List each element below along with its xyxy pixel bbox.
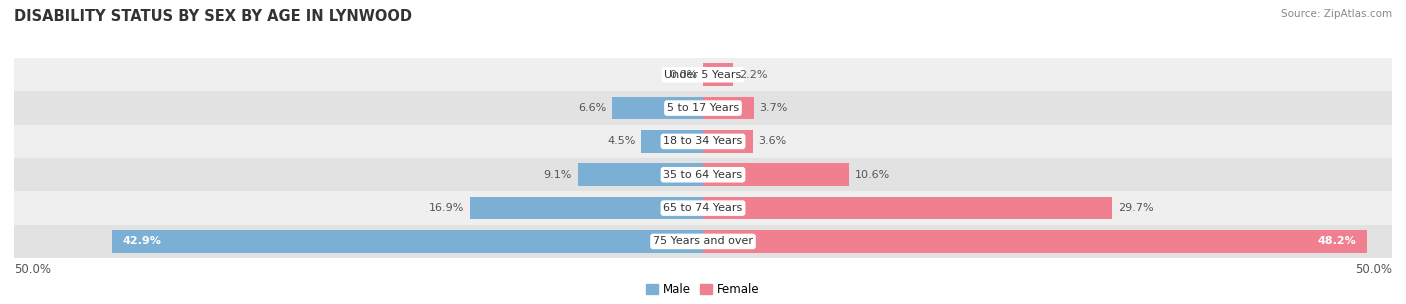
- Text: 50.0%: 50.0%: [14, 263, 51, 276]
- Text: 3.7%: 3.7%: [759, 103, 787, 113]
- Text: Source: ZipAtlas.com: Source: ZipAtlas.com: [1281, 9, 1392, 19]
- Text: 10.6%: 10.6%: [855, 170, 890, 180]
- Bar: [703, 230, 1367, 253]
- Text: 6.6%: 6.6%: [578, 103, 606, 113]
- Bar: [703, 97, 754, 119]
- Legend: Male, Female: Male, Female: [641, 278, 765, 301]
- Bar: [703, 130, 752, 153]
- Text: Under 5 Years: Under 5 Years: [665, 70, 741, 80]
- Text: 35 to 64 Years: 35 to 64 Years: [664, 170, 742, 180]
- Bar: [703, 64, 734, 86]
- Text: 4.5%: 4.5%: [607, 136, 636, 147]
- Text: 42.9%: 42.9%: [122, 237, 162, 247]
- Text: 2.2%: 2.2%: [738, 70, 768, 80]
- Text: 48.2%: 48.2%: [1317, 237, 1357, 247]
- Bar: [14, 225, 1392, 258]
- Bar: [703, 164, 849, 186]
- Text: 18 to 34 Years: 18 to 34 Years: [664, 136, 742, 147]
- Bar: [14, 158, 1392, 192]
- Bar: [578, 164, 703, 186]
- Bar: [612, 97, 703, 119]
- Bar: [641, 130, 703, 153]
- Text: 50.0%: 50.0%: [1355, 263, 1392, 276]
- Text: 16.9%: 16.9%: [429, 203, 464, 213]
- Text: 5 to 17 Years: 5 to 17 Years: [666, 103, 740, 113]
- Text: 29.7%: 29.7%: [1118, 203, 1153, 213]
- Bar: [14, 92, 1392, 125]
- Bar: [703, 197, 1112, 219]
- Text: 9.1%: 9.1%: [544, 170, 572, 180]
- Text: 75 Years and over: 75 Years and over: [652, 237, 754, 247]
- Bar: [14, 192, 1392, 225]
- Text: DISABILITY STATUS BY SEX BY AGE IN LYNWOOD: DISABILITY STATUS BY SEX BY AGE IN LYNWO…: [14, 9, 412, 24]
- Text: 65 to 74 Years: 65 to 74 Years: [664, 203, 742, 213]
- Bar: [14, 125, 1392, 158]
- Text: 0.0%: 0.0%: [669, 70, 697, 80]
- Bar: [470, 197, 703, 219]
- Bar: [14, 58, 1392, 92]
- Bar: [112, 230, 703, 253]
- Text: 3.6%: 3.6%: [758, 136, 786, 147]
